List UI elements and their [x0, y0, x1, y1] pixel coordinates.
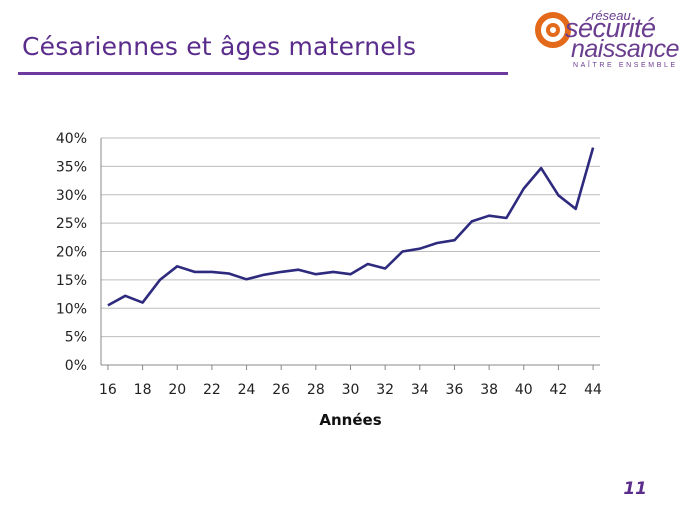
- x-tick-labels: 16 18 20 22 24 26 28 30 32 34 36 38 40 42 44: [99, 365, 602, 398]
- x-tick-label: 30: [342, 382, 360, 398]
- y-tick-label: 30%: [56, 188, 87, 204]
- x-tick-label: 20: [168, 382, 186, 398]
- reseau-securite-naissance-logo: réseau sécurité naissance NAÎTRE ENSEMBL…: [533, 4, 685, 74]
- slide-title: Césariennes et âges maternels: [22, 32, 417, 61]
- x-tick-label: 22: [203, 382, 221, 398]
- y-tick-label: 40%: [56, 131, 87, 147]
- y-tick-labels: 0% 5% 10% 15% 20% 25% 30% 35% 40%: [56, 131, 87, 374]
- y-tick-label: 10%: [56, 301, 87, 317]
- x-axis-title: Années: [319, 411, 381, 429]
- logo-word-reseau: réseau: [591, 8, 631, 23]
- x-tick-label: 42: [550, 382, 568, 398]
- x-tick-label: 38: [480, 382, 498, 398]
- series-line: [107, 147, 595, 307]
- x-tick-label: 26: [272, 382, 290, 398]
- y-tick-label: 5%: [65, 330, 87, 346]
- x-tick-label: 40: [515, 382, 533, 398]
- x-tick-label: 24: [238, 382, 256, 398]
- x-tick-label: 16: [99, 382, 117, 398]
- logo-swirl-icon: [535, 12, 571, 48]
- x-tick-label: 18: [134, 382, 152, 398]
- title-underline: [18, 72, 508, 75]
- logo-word-securite: sécurité: [565, 13, 656, 43]
- x-tick-label: 32: [376, 382, 394, 398]
- y-tick-label: 35%: [56, 159, 87, 175]
- y-tick-label: 25%: [56, 216, 87, 232]
- x-tick-label: 44: [584, 382, 602, 398]
- chart-series: [107, 147, 595, 307]
- chart-gridlines: [101, 137, 600, 338]
- y-tick-label: 15%: [56, 273, 87, 289]
- x-tick-label: 34: [411, 382, 429, 398]
- y-tick-label: 20%: [56, 245, 87, 261]
- page-number: 11: [623, 479, 647, 499]
- logo-word-naissance: naissance: [571, 35, 680, 63]
- x-tick-label: 28: [307, 382, 325, 398]
- y-tick-label: 0%: [65, 358, 87, 374]
- logo-tagline: NAÎTRE ENSEMBLE: [573, 62, 678, 69]
- x-tick-label: 36: [446, 382, 464, 398]
